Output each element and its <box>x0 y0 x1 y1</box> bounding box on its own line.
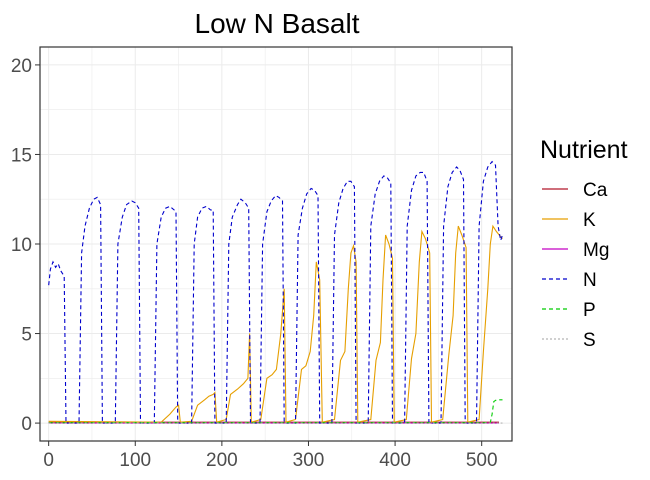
legend-label: P <box>583 300 596 321</box>
y-tick-label: 20 <box>11 56 32 77</box>
legend-item-p: P <box>542 300 596 321</box>
y-tick-label: 0 <box>21 414 32 435</box>
series-layer <box>48 160 504 424</box>
legend-label: N <box>583 270 597 291</box>
series-line-k <box>48 224 503 423</box>
legend-item-mg: Mg <box>542 240 609 261</box>
x-tick-label: 200 <box>206 450 238 471</box>
y-tick-label: 15 <box>11 145 32 166</box>
x-tick-label: 500 <box>466 450 498 471</box>
axes: 0 100 200 300 400 500 0 5 10 15 20 <box>11 56 498 471</box>
legend-item-n: N <box>542 270 597 291</box>
legend-item-k: K <box>542 210 596 231</box>
legend-label: K <box>583 210 596 231</box>
legend: Nutrient Ca K Mg NPS <box>540 136 628 351</box>
x-tick-label: 100 <box>119 450 151 471</box>
legend-label: S <box>583 330 596 351</box>
chart-title: Low N Basalt <box>195 8 360 39</box>
series-line-n <box>48 160 504 424</box>
legend-label: Ca <box>583 180 608 201</box>
legend-item-s: S <box>542 330 596 351</box>
y-tick-label: 5 <box>21 325 32 346</box>
x-tick-label: 300 <box>293 450 325 471</box>
legend-title: Nutrient <box>540 136 628 164</box>
x-tick-label: 0 <box>43 450 54 471</box>
legend-label: Mg <box>583 240 609 261</box>
legend-item-ca: Ca <box>542 180 608 201</box>
y-tick-label: 10 <box>11 235 32 256</box>
x-tick-label: 400 <box>379 450 411 471</box>
